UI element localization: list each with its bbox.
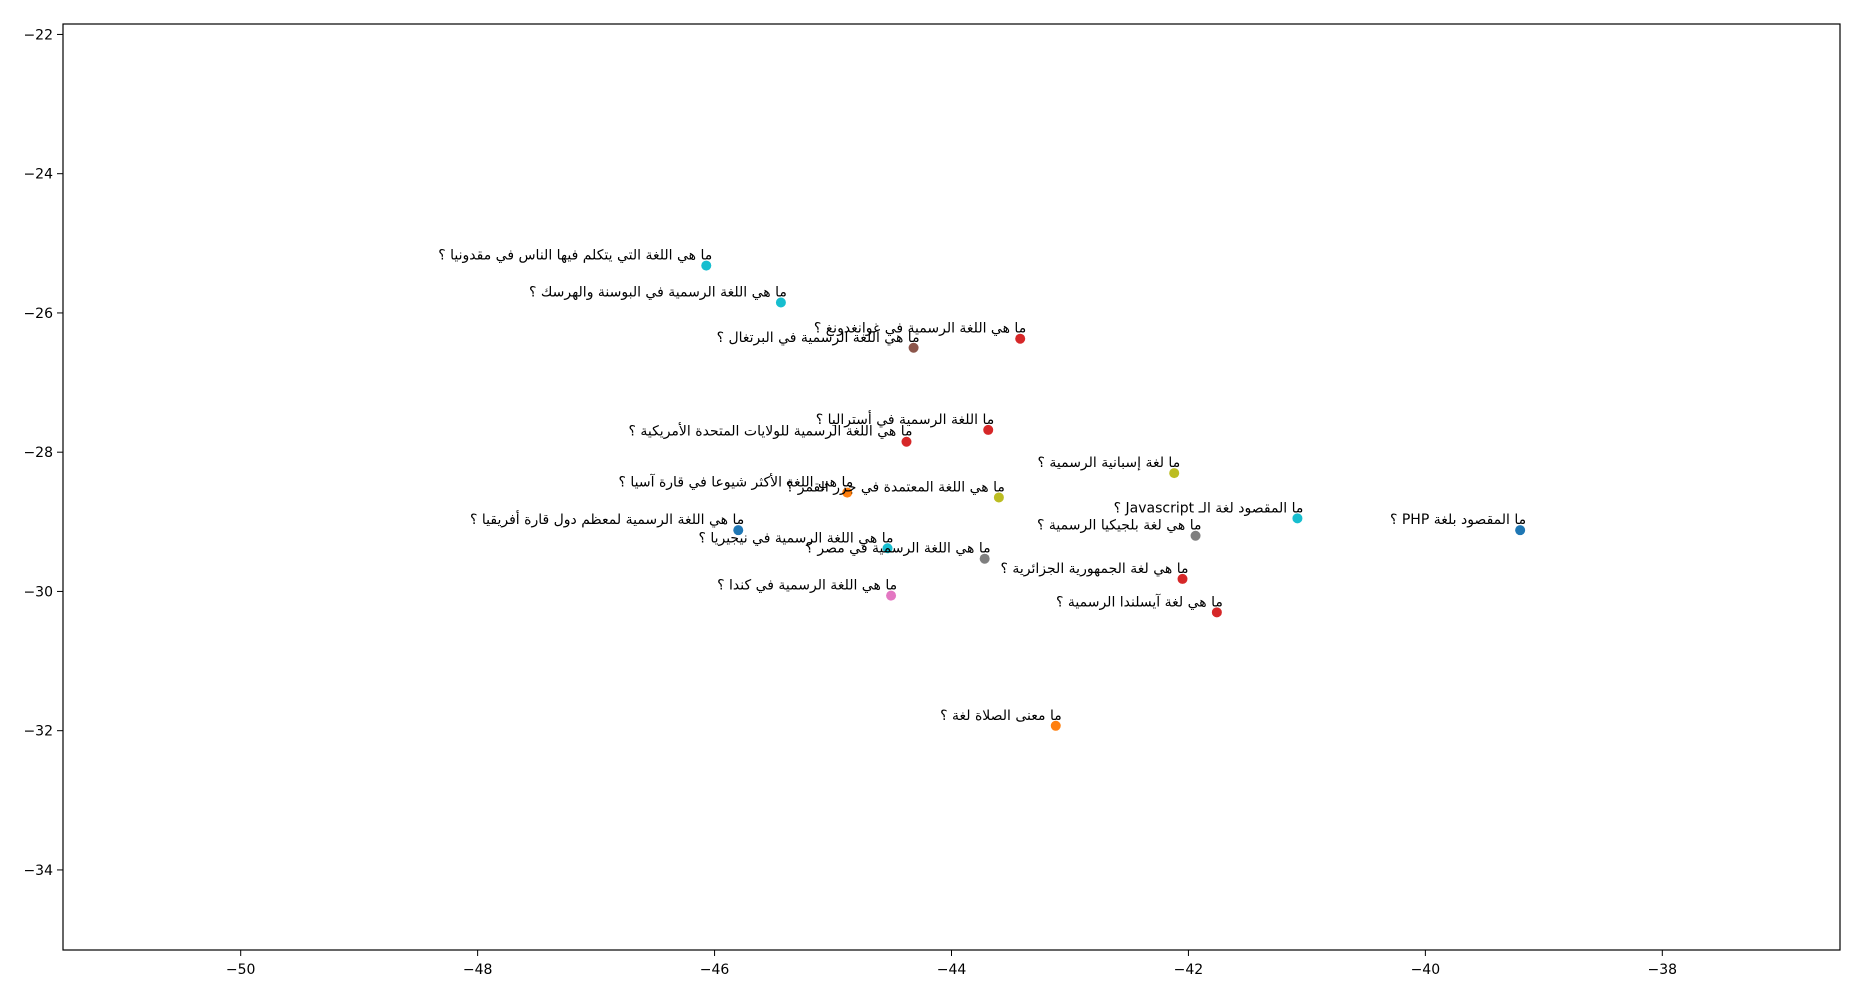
y-tick-label: −28 [23, 445, 53, 461]
scatter-point [1211, 607, 1222, 618]
point-label: ما هي اللغة الرسمية في البرتغال ؟ [717, 330, 920, 346]
point-label: ما هي اللغة الرسمية للولايات المتحدة الأ… [628, 422, 912, 440]
point-label: ما لغة إسبانية الرسمية ؟ [1038, 455, 1181, 471]
x-tick-label: −48 [463, 962, 493, 978]
x-tick-label: −50 [226, 962, 256, 978]
scatter-point [1015, 333, 1026, 344]
point-label: ما معنى الصلاة لغة ؟ [940, 708, 1062, 724]
plot-frame [62, 23, 1841, 951]
scatter-point [993, 492, 1004, 503]
point-label: ما هي اللغة الرسمية في البوسنة والهرسك ؟ [529, 284, 787, 300]
scatter-point [908, 342, 919, 353]
point-label: ما هي اللغة الأكثر شيوعا في قارة آسيا ؟ [619, 473, 854, 491]
scatter-point [1515, 525, 1526, 536]
scatter-point [979, 553, 990, 564]
scatter-point [983, 424, 994, 435]
point-label: ما اللغة الرسمية في أستراليا ؟ [816, 410, 995, 428]
labels-layer: ما هي اللغة التي يتكلم فيها الناس في مقد… [438, 248, 1526, 724]
y-tick-label: −24 [23, 167, 53, 183]
point-label: ما هي اللغة التي يتكلم فيها الناس في مقد… [438, 248, 712, 264]
plot-background [63, 24, 1840, 950]
point-label: ما هي لغة بلجيكيا الرسمية ؟ [1037, 518, 1201, 534]
y-tick-label: −30 [23, 584, 53, 600]
x-tick-label: −40 [1411, 962, 1441, 978]
scatter-point [733, 525, 744, 536]
x-axis: −50 −48 −46 −44 −42 −40 −38 [226, 950, 1677, 978]
point-label: ما هي اللغة المعتمدة في جزر القمر ؟ [786, 479, 1005, 495]
point-label: ما هي اللغة الرسمية في كندا ؟ [717, 578, 897, 594]
point-label: ما هي اللغة الرسمية في نيجيريا ؟ [698, 530, 893, 546]
scatter-point [882, 543, 893, 554]
point-label: ما هي اللغة الرسمية لمعظم دول قارة أفريق… [470, 510, 744, 528]
scatter-point [775, 297, 786, 308]
points-layer [701, 260, 1526, 731]
x-tick-label: −46 [700, 962, 730, 978]
x-tick-label: −42 [1174, 962, 1204, 978]
point-label: ما هي لغة الجمهورية الجزائرية ؟ [1001, 561, 1189, 577]
scatter-point [1050, 720, 1061, 731]
x-tick-label: −38 [1648, 962, 1678, 978]
x-tick-label: −44 [937, 962, 967, 978]
y-tick-label: −26 [23, 306, 53, 322]
y-tick-label: −22 [23, 27, 53, 43]
point-label: ما هي اللغة الرسمية في مصر ؟ [805, 541, 990, 557]
scatter-point [886, 590, 897, 601]
scatter-point [842, 487, 853, 498]
point-label: ما هي لغة آيسلندا الرسمية ؟ [1056, 593, 1223, 610]
scatter-point [1177, 573, 1188, 584]
point-label: ما المقصود بلغة PHP ؟ [1390, 512, 1526, 528]
scatter-point [701, 260, 712, 271]
scatter-point [901, 436, 912, 447]
point-label: ما المقصود لغة الـ Javascript ؟ [1114, 500, 1304, 516]
point-label: ما هي اللغة الرسمية في غوانغدونغ ؟ [814, 321, 1026, 337]
scatter-point [1190, 530, 1201, 541]
y-tick-label: −32 [23, 724, 53, 740]
scatter-point [1292, 513, 1303, 524]
y-axis: −22 −24 −26 −28 −30 −32 −34 [23, 27, 63, 879]
y-tick-label: −34 [23, 863, 53, 879]
scatter-point [1169, 468, 1180, 479]
